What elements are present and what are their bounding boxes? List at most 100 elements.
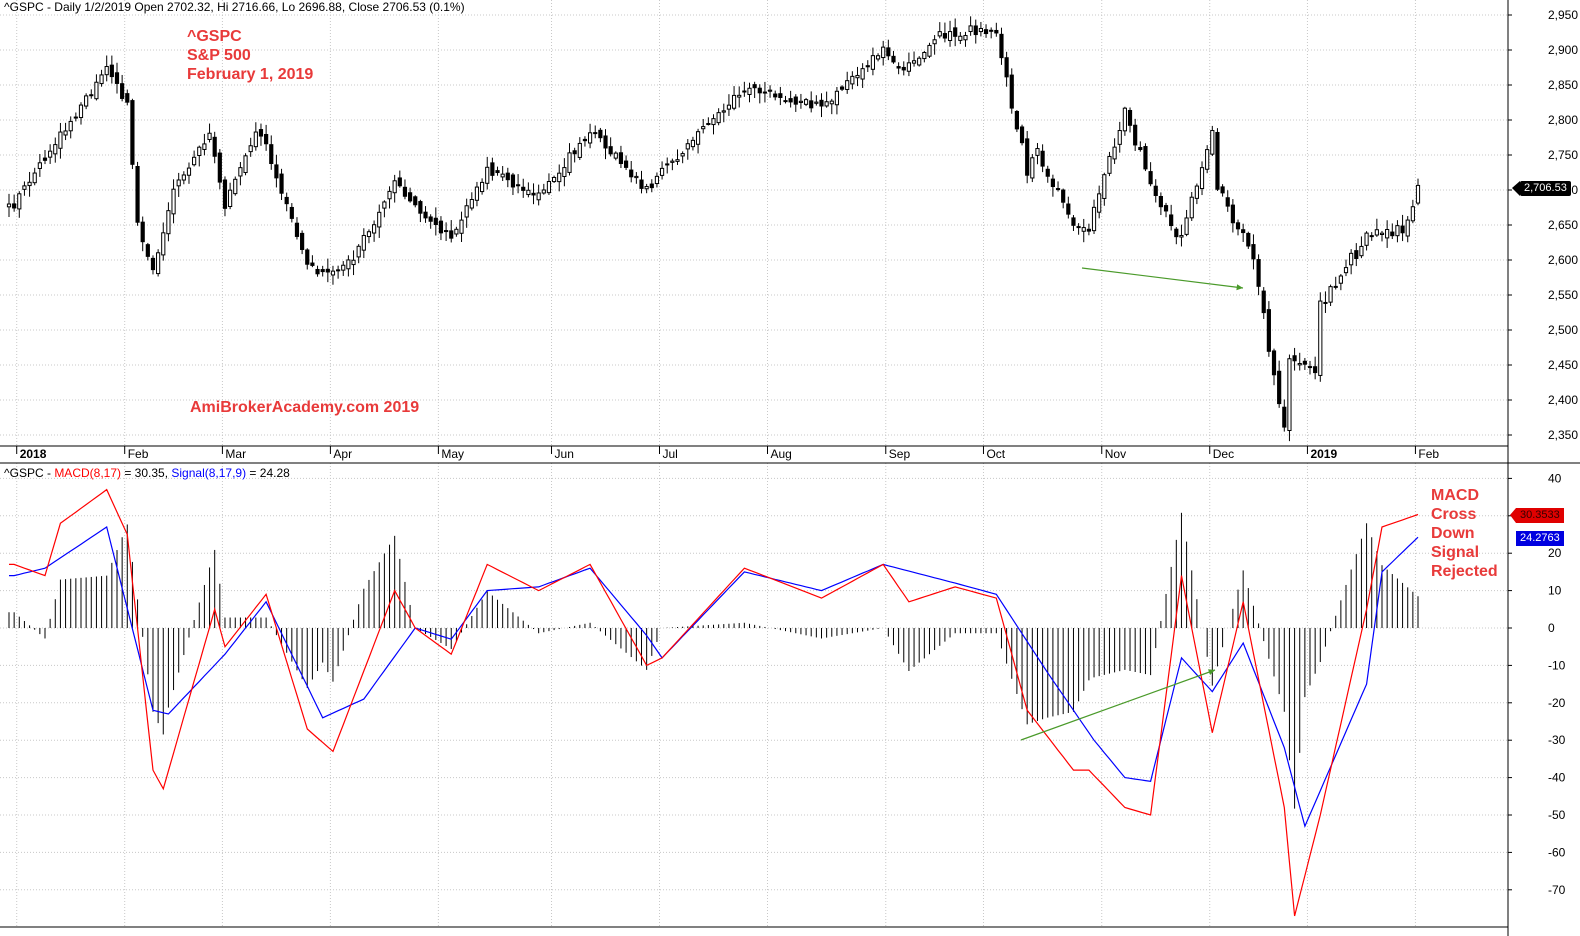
candle-body <box>515 184 521 187</box>
candle-body <box>814 101 819 104</box>
candle-body <box>1235 222 1241 230</box>
macd-y-tick-label: -60 <box>1548 845 1566 859</box>
candle-body <box>510 174 516 188</box>
candle-body <box>109 64 114 78</box>
candle-body <box>1071 217 1076 226</box>
candle-body <box>1040 150 1045 167</box>
candle-body <box>1287 358 1292 432</box>
candle-body <box>1338 275 1343 284</box>
price-y-tick-label: 2,900 <box>1548 43 1578 57</box>
candle-body <box>536 192 541 201</box>
candle-body <box>726 104 732 110</box>
candle-body <box>500 173 505 178</box>
candle-body <box>680 153 685 157</box>
macd-note-line: Signal <box>1431 544 1480 561</box>
x-axis-labels: 2018 Feb Mar Apr May Jun Jul Aug Sep Oct Nov Dec 201… <box>20 447 1440 461</box>
price-y-tick-label: 2,400 <box>1548 393 1578 407</box>
candle-body <box>192 156 197 166</box>
signal-header-value: = 24.28 <box>246 466 290 480</box>
candle-body <box>32 172 37 184</box>
candle-body <box>212 136 217 157</box>
candle-body <box>1359 245 1364 257</box>
candle-body <box>778 93 783 98</box>
candle-body <box>850 75 855 85</box>
candle-body <box>1400 225 1405 234</box>
candle-body <box>1349 252 1354 266</box>
candle-body <box>788 98 793 103</box>
macd-y-tick-label: 20 <box>1548 546 1562 560</box>
candle-body <box>233 178 238 195</box>
candle-body <box>1009 74 1014 109</box>
candle-body <box>1004 57 1009 78</box>
candle-body <box>485 166 490 184</box>
candle-body <box>444 230 449 233</box>
candle-body <box>1133 124 1138 146</box>
candle-body <box>1122 107 1127 132</box>
candle-body <box>449 230 454 239</box>
candle-body <box>1297 363 1302 366</box>
candle-body <box>253 131 258 148</box>
candle-body <box>659 167 665 176</box>
candle-body <box>551 176 557 183</box>
price-trend-arrow-head <box>1236 284 1243 291</box>
price-y-tick-label: 2,650 <box>1548 218 1578 232</box>
candle-body <box>330 270 336 276</box>
macd-note-line: Rejected <box>1431 563 1498 580</box>
macd-header: ^GSPC - MACD(8,17) = 30.35, Signal(8,17,… <box>4 466 290 480</box>
candle-body <box>120 83 125 99</box>
candle-body <box>685 143 690 150</box>
macd-trend-arrow-head <box>1208 669 1215 676</box>
macd-note-line: MACD <box>1431 487 1479 504</box>
candle-body <box>84 95 89 107</box>
candle-body <box>670 160 675 163</box>
annotation-name: S&P 500 <box>187 47 251 64</box>
macd-y-tick-label: -20 <box>1548 696 1566 710</box>
candle-body <box>42 157 48 161</box>
candle-body <box>325 268 330 273</box>
candle-body <box>1415 184 1421 204</box>
candle-body <box>783 100 788 103</box>
macd-y-tick-label: 10 <box>1548 584 1562 598</box>
candle-body <box>798 100 804 103</box>
candle-body <box>94 81 99 100</box>
candle-body <box>1205 149 1210 170</box>
candle-body <box>58 131 63 149</box>
candle-body <box>294 222 300 237</box>
candle-body <box>731 94 737 109</box>
candle-body <box>1163 205 1169 212</box>
macd-y-tick-label: -40 <box>1548 771 1566 785</box>
candle-body <box>958 35 963 41</box>
candle-body <box>752 84 757 89</box>
candle-body <box>1364 232 1369 246</box>
candle-body <box>140 221 145 243</box>
macd-y-tick-label: -50 <box>1548 808 1566 822</box>
x-tick-label: Dec <box>1213 447 1234 461</box>
macd-cross-note: MACD Cross Down Signal Rejected <box>1431 486 1498 581</box>
candle-body <box>372 224 377 234</box>
candle-body <box>454 228 459 235</box>
candle-body <box>1045 168 1050 177</box>
candle-body <box>721 110 726 113</box>
candle-body <box>99 74 104 85</box>
price-trend-arrow <box>1081 267 1244 289</box>
candle-body <box>145 244 150 257</box>
candle-body <box>1061 189 1066 203</box>
macd-last-tag: 30.3533 <box>1516 508 1564 523</box>
candle-body <box>695 131 701 145</box>
candle-body <box>480 181 485 193</box>
price-y-tick-label: 2,500 <box>1548 323 1578 337</box>
candle-body <box>598 129 603 139</box>
x-tick-label: Feb <box>128 447 149 461</box>
candle-body <box>654 175 660 185</box>
candle-body <box>1107 155 1112 174</box>
candle-body <box>742 90 747 93</box>
candle-body <box>886 47 891 57</box>
candle-body <box>68 120 73 132</box>
price-y-tick-label: 2,350 <box>1548 428 1578 442</box>
candle-body <box>1055 188 1061 191</box>
macd-header-label: MACD(8,17) <box>54 466 121 480</box>
candle-body <box>63 130 68 136</box>
candle-body <box>336 269 341 272</box>
candle-body <box>762 91 768 94</box>
candle-body <box>12 203 17 209</box>
